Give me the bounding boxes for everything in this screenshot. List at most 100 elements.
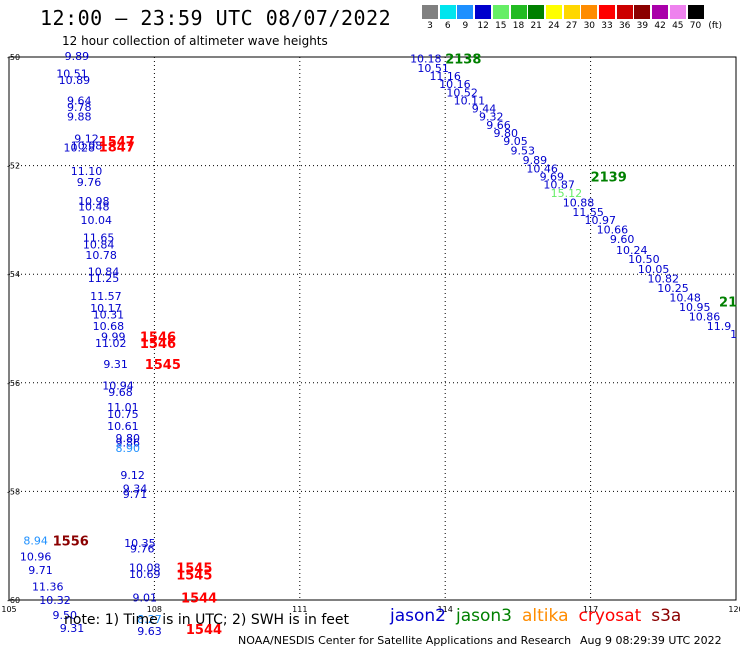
wave-height-value: 9.80 [115, 432, 140, 445]
latitude-tick-label: -58 [7, 487, 20, 496]
satellite-pass-label: 1546 [140, 337, 176, 352]
wave-height-value: 10.08 [129, 561, 161, 574]
satellite-pass-label: 1544 [186, 623, 222, 638]
color-scale-tick: 33 [601, 21, 613, 31]
longitude-tick-label: 111 [292, 605, 307, 614]
longitude-tick-label: 120 [728, 605, 740, 614]
legend-jason2: jason2 [390, 606, 446, 626]
wave-height-value: 9.71 [28, 564, 53, 577]
wave-height-value: 10.86 [689, 311, 721, 324]
satellite-pass-label: 1545 [145, 358, 181, 373]
latitude-tick-label: -60 [7, 596, 20, 605]
color-swatch-39 [634, 5, 651, 19]
wave-height-value: 10.88 [563, 197, 595, 210]
color-scale-tick: 12 [477, 21, 489, 31]
color-scale-tick: 39 [636, 21, 649, 31]
satellite-pass-label: 1546 [140, 331, 176, 346]
wave-height-value: 9.76 [130, 542, 155, 555]
color-swatch-33 [599, 5, 615, 19]
wave-height-value: 8.90 [115, 442, 140, 455]
color-scale-tick: 36 [618, 21, 631, 31]
wave-height-value: 10.17 [90, 302, 122, 315]
wave-height-value: 10.51 [417, 62, 449, 75]
generated-timestamp: Aug 9 08:29:39 UTC 2022 [580, 634, 722, 647]
color-swatch-36 [616, 5, 633, 19]
color-swatch-70 [687, 5, 704, 19]
wave-height-value: 9.60 [610, 233, 635, 246]
color-scale-tick: 70 [689, 21, 702, 31]
wave-height-value: 9.31 [103, 358, 128, 371]
wave-height-value: 10.24 [616, 244, 648, 257]
wave-height-value: 9.76 [77, 176, 102, 189]
color-swatch-21 [528, 5, 545, 19]
latitude-tick-label: -52 [7, 162, 20, 171]
satellite-legend: jason2 jason3 altika cryosat s3a [390, 606, 691, 626]
wave-height-value: 10.66 [597, 224, 629, 237]
wave-height-value: 9.01 [132, 591, 157, 604]
satellite-pass-label: 21 [719, 295, 737, 310]
satellite-pass-label: 1556 [53, 534, 89, 549]
wave-height-value: 9.99 [101, 331, 126, 344]
wave-height-value: 1 [730, 328, 737, 341]
wave-height-value: 10.69 [129, 568, 161, 581]
wave-height-value: 11.36 [32, 580, 64, 593]
color-scale-unit: (ft) [708, 21, 722, 31]
wave-height-value: 9.66 [486, 119, 511, 132]
wave-height-value: 9.44 [472, 103, 497, 116]
color-scale-tick: 27 [565, 21, 578, 31]
wave-height-value: 10.18 [410, 53, 442, 66]
color-swatch-27 [563, 5, 580, 19]
wave-height-value: 10.31 [93, 308, 125, 321]
satellite-pass-label: 2139 [591, 170, 627, 185]
wave-height-value: 9.32 [479, 111, 504, 124]
wave-height-value: 10.96 [20, 551, 52, 564]
wave-height-value: 10.97 [585, 214, 617, 227]
color-scale-tick: 30 [583, 21, 596, 31]
wave-height-value: 10.82 [648, 273, 680, 286]
map-frame [8, 56, 737, 601]
wave-height-value: 10.35 [124, 537, 156, 550]
wave-height-value: 10.95 [679, 301, 711, 314]
wave-height-value: 11.01 [107, 401, 139, 414]
wave-height-value: 10.16 [439, 78, 471, 91]
wave-height-value: 10.48 [669, 292, 701, 305]
wave-height-value: 10.08 [71, 140, 103, 153]
satellite-pass-label: 1847 [99, 141, 135, 156]
wave-height-value: 9.63 [137, 625, 162, 638]
latitude-tick-label: -56 [7, 379, 20, 388]
color-scale-tick: 9 [462, 21, 469, 31]
wave-height-value: 9.31 [60, 622, 85, 635]
wave-height-value: 10.52 [446, 86, 478, 99]
wave-height-value: 10.46 [526, 162, 558, 175]
wave-height-value: 10.94 [102, 380, 134, 393]
longitude-tick-label: 108 [147, 605, 162, 614]
satellite-pass-label: 1545 [176, 561, 212, 576]
color-scale-tick: 45 [672, 21, 684, 31]
color-swatch-6 [439, 5, 456, 19]
wave-height-value: 10.98 [78, 195, 110, 208]
longitude-tick-label: 105 [1, 605, 16, 614]
wave-height-value: 10.05 [638, 263, 670, 276]
color-swatch-24 [545, 5, 562, 19]
wave-height-value: 11.02 [95, 337, 127, 350]
wave-height-value: 8.94 [23, 534, 48, 547]
legend-s3a: s3a [651, 606, 682, 626]
longitude-tick-label: 114 [438, 605, 453, 614]
satellite-pass-label: 1544 [181, 591, 217, 606]
wave-height-value: 10.84 [88, 265, 120, 278]
color-scale-tick: 6 [444, 21, 451, 31]
wave-height-value: 9.88 [67, 111, 92, 124]
color-swatch-3 [422, 5, 438, 19]
wave-height-value: 11.10 [71, 165, 103, 178]
wave-height-value: 10.48 [78, 200, 110, 213]
wave-height-value: 9.80 [494, 127, 519, 140]
color-scale-tick: 21 [530, 21, 542, 31]
wave-height-value: 9.89 [65, 50, 90, 63]
footer-note: note: 1) Time is in UTC; 2) SWH is in fe… [64, 612, 350, 628]
color-scale-tick: 42 [654, 21, 666, 31]
wave-height-value: 10.75 [107, 408, 139, 421]
wave-height-value: 11.65 [83, 231, 115, 244]
wave-height-value: 11.57 [90, 290, 122, 303]
color-swatch-30 [581, 5, 598, 19]
